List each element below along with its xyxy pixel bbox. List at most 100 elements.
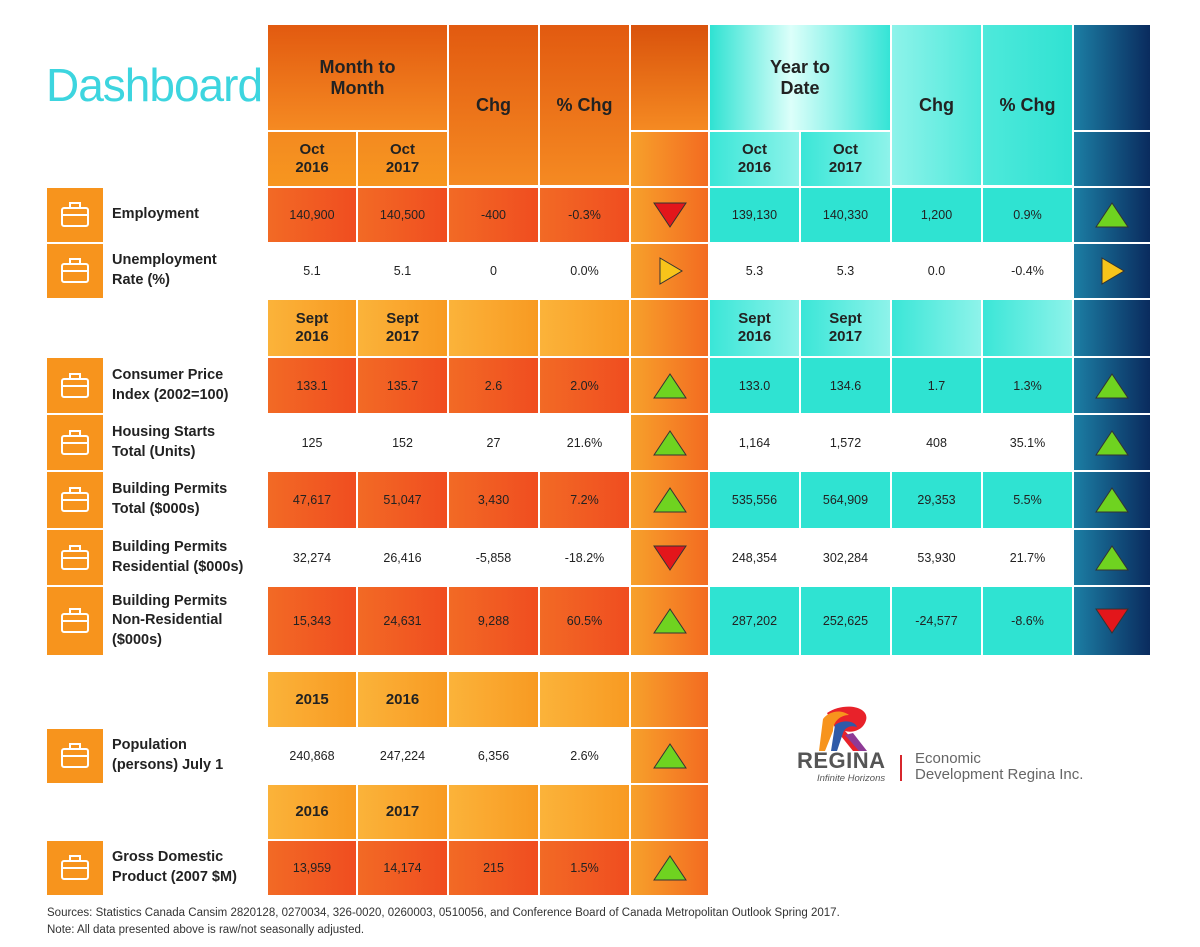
section-header bbox=[630, 299, 709, 357]
trend-triangle bbox=[1095, 202, 1129, 228]
row-label-line: Building Permits bbox=[112, 481, 228, 498]
header-line: Month to bbox=[319, 56, 396, 77]
value-cell: 9,288 bbox=[448, 586, 539, 656]
row-label-line: Index (2002=100) bbox=[112, 386, 229, 403]
trend-arrow-down bbox=[652, 202, 687, 228]
header-line: 2016 bbox=[295, 328, 329, 345]
value: 27 bbox=[486, 435, 501, 450]
row-label-line: Residential ($000s) bbox=[112, 558, 244, 575]
value-cell: 3,430 bbox=[448, 471, 539, 529]
value-cell: 2.0% bbox=[539, 357, 630, 414]
section-header bbox=[448, 671, 539, 728]
value: -5,858 bbox=[475, 550, 512, 565]
sources: Sources: Statistics Canada Cansim 282012… bbox=[47, 907, 840, 919]
value-cell: -0.3% bbox=[539, 187, 630, 243]
value-cell: 15,343 bbox=[267, 586, 357, 656]
trend-arrow-up bbox=[652, 429, 687, 455]
trend-arrow-up bbox=[652, 743, 687, 769]
trend-triangle bbox=[1101, 257, 1125, 285]
trend-triangle bbox=[659, 257, 683, 285]
value: 1,164 bbox=[738, 435, 771, 450]
value: 21.7% bbox=[1009, 550, 1046, 565]
value-cell: 2.6% bbox=[539, 728, 630, 784]
header-line: 2016 bbox=[295, 159, 329, 176]
header-line: 2016 bbox=[385, 690, 420, 708]
value-cell: 133.1 bbox=[267, 357, 357, 414]
value-cell: 27 bbox=[448, 414, 539, 471]
trend-triangle bbox=[1095, 487, 1129, 513]
header-line: Sept bbox=[295, 310, 329, 327]
value: 535,556 bbox=[731, 493, 778, 507]
value-cell: 32,274 bbox=[267, 529, 357, 586]
value: 252,625 bbox=[822, 614, 869, 628]
trend-cell bbox=[630, 471, 709, 529]
value-cell: 0.9% bbox=[982, 187, 1073, 243]
header-line: 2016 bbox=[737, 159, 772, 176]
value: 287,202 bbox=[731, 614, 778, 628]
section-header bbox=[448, 299, 539, 357]
value: 140,500 bbox=[379, 208, 426, 222]
value: 1.7 bbox=[927, 378, 946, 393]
month-header: Month to Month bbox=[267, 24, 448, 131]
value-cell: 1.5% bbox=[539, 840, 630, 896]
value-cell: 408 bbox=[891, 414, 982, 471]
trend-arrow-down bbox=[652, 545, 687, 571]
period-header: 2016 bbox=[267, 784, 357, 840]
period-header: Oct 2016 bbox=[267, 131, 357, 187]
value: 5.3 bbox=[745, 264, 764, 278]
row-label: Employment bbox=[112, 187, 199, 243]
value: -24,577 bbox=[915, 614, 958, 628]
trend-cell bbox=[1073, 243, 1151, 299]
value: 0.0 bbox=[927, 264, 946, 278]
trend-cell bbox=[630, 840, 709, 896]
row-label: Building Permits Total ($000s) bbox=[112, 471, 227, 529]
row-label: Unemployment Rate (%) bbox=[112, 243, 217, 299]
row-label-line: Total (Units) bbox=[112, 443, 196, 460]
row-icon bbox=[47, 530, 103, 585]
value-cell: 7.2% bbox=[539, 471, 630, 529]
value: 7.2% bbox=[570, 493, 599, 507]
value: 564,909 bbox=[822, 493, 869, 507]
period-header: Oct 2017 bbox=[357, 131, 448, 187]
value-cell: -8.6% bbox=[982, 586, 1073, 656]
value: 51,047 bbox=[383, 493, 422, 507]
header-text: Chg bbox=[476, 94, 511, 115]
header-line: 2017 bbox=[828, 328, 863, 345]
header-text: Chg bbox=[919, 94, 954, 115]
section-header bbox=[630, 131, 709, 187]
value-cell: 0.0 bbox=[891, 243, 982, 299]
value: 5.3 bbox=[836, 264, 855, 278]
value-cell: 13,959 bbox=[267, 840, 357, 896]
row-label: Housing Starts Total (Units) bbox=[112, 414, 215, 471]
value-cell: 14,174 bbox=[357, 840, 448, 896]
trend-arrow-up bbox=[652, 855, 687, 881]
value-cell: 139,130 bbox=[709, 187, 800, 243]
value-cell: 302,284 bbox=[800, 529, 891, 586]
value: 215 bbox=[483, 861, 504, 875]
header-line: 2017 bbox=[385, 159, 420, 176]
row-label: Gross Domestic Product (2007 $M) bbox=[112, 840, 237, 896]
chg-header: Chg bbox=[891, 24, 982, 186]
trend-cell bbox=[1073, 471, 1151, 529]
value: 140,900 bbox=[289, 208, 335, 222]
value-cell: 134.6 bbox=[800, 357, 891, 414]
value: 247,224 bbox=[379, 749, 426, 763]
row-label: Consumer Price Index (2002=100) bbox=[112, 357, 228, 414]
header-line: Oct bbox=[741, 141, 767, 158]
period-header: Sept 2016 bbox=[267, 299, 357, 357]
value: 13,959 bbox=[292, 861, 332, 875]
row-label-line: Gross Domestic bbox=[112, 849, 224, 866]
logo-name: REGINA bbox=[797, 748, 886, 773]
value: 152 bbox=[392, 435, 413, 450]
value-cell: 53,930 bbox=[891, 529, 982, 586]
value: 21.6% bbox=[566, 435, 603, 450]
value: 24,631 bbox=[383, 614, 422, 628]
value: 5.1 bbox=[393, 264, 412, 278]
value: 135.7 bbox=[386, 378, 419, 393]
trend-triangle bbox=[652, 545, 687, 571]
header-line: Sept bbox=[738, 310, 771, 327]
value-cell: 6,356 bbox=[448, 728, 539, 784]
value-cell: -0.4% bbox=[982, 243, 1073, 299]
section-header bbox=[982, 299, 1073, 357]
trend-cell bbox=[1073, 414, 1151, 471]
